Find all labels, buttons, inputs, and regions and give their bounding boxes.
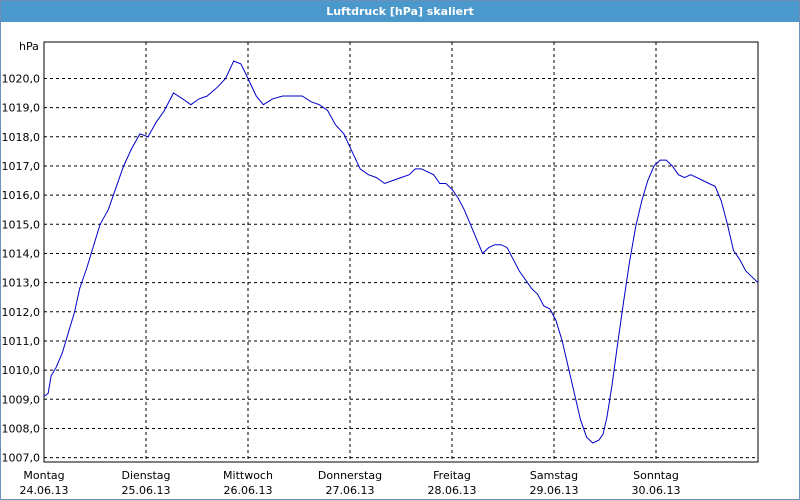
x-tick-day: Sonntag — [633, 469, 679, 482]
x-tick: Donnerstag 27.06.13 — [318, 469, 382, 497]
y-axis-ticks: 1007,0 1008,0 1009,0 1010,0 1011,0 1012,0 1013… — [2, 72, 41, 464]
x-tick-day: Montag — [23, 469, 64, 482]
y-axis-label: hPa — [19, 40, 39, 53]
y-tick-label: 1008,0 — [2, 422, 41, 435]
x-axis-ticks: Montag 24.06.13 Dienstag 25.06.13 Mittwoch 26… — [20, 469, 681, 497]
x-tick-day: Donnerstag — [318, 469, 382, 482]
x-tick-day: Mittwoch — [223, 469, 273, 482]
y-tick-label: 1014,0 — [2, 247, 41, 260]
plot-border — [43, 41, 759, 463]
y-tick-label: 1018,0 — [2, 131, 41, 144]
y-tick-label: 1010,0 — [2, 364, 41, 377]
x-tick: Sonntag 30.06.13 — [632, 469, 681, 497]
y-tick-label: 1009,0 — [2, 393, 41, 406]
y-tick-label: 1020,0 — [2, 72, 41, 85]
x-tick: Freitag 28.06.13 — [428, 469, 477, 497]
y-tick-label: 1013,0 — [2, 277, 41, 290]
y-tick-label: 1016,0 — [2, 189, 41, 202]
x-tick-day: Dienstag — [121, 469, 170, 482]
y-tick-label: 1011,0 — [2, 335, 41, 348]
x-tick-date: 30.06.13 — [632, 484, 681, 497]
y-tick-label: 1019,0 — [2, 102, 41, 115]
y-tick-label: 1017,0 — [2, 160, 41, 173]
x-tick-date: 25.06.13 — [122, 484, 171, 497]
y-tick-label: 1007,0 — [2, 452, 41, 465]
x-tick-date: 29.06.13 — [530, 484, 579, 497]
x-tick: Mittwoch 26.06.13 — [223, 469, 273, 497]
x-tick-date: 26.06.13 — [224, 484, 273, 497]
chart-title: Luftdruck [hPa] skaliert — [1, 1, 799, 22]
x-tick-date: 27.06.13 — [326, 484, 375, 497]
y-tick-label: 1012,0 — [2, 306, 41, 319]
x-tick-day: Freitag — [433, 469, 471, 482]
x-tick-day: Samstag — [530, 469, 578, 482]
x-tick-date: 28.06.13 — [428, 484, 477, 497]
grid — [44, 42, 758, 462]
pressure-chart: hPa 1007,0 1008,0 1009,0 1010,0 1011,0 1012,0… — [2, 40, 759, 497]
x-tick: Samstag 29.06.13 — [530, 469, 579, 497]
pressure-line — [43, 60, 759, 444]
x-tick: Montag 24.06.13 — [20, 469, 69, 497]
x-tick-date: 24.06.13 — [20, 484, 69, 497]
y-tick-label: 1015,0 — [2, 218, 41, 231]
x-tick: Dienstag 25.06.13 — [121, 469, 170, 497]
